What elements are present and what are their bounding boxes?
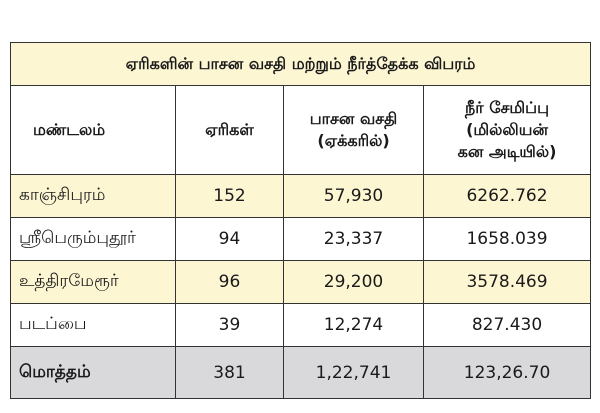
region-cell: காஞ்சிபுரம் xyxy=(10,174,176,218)
header-text: (மில்லியன் xyxy=(466,120,548,139)
total-value: 1,22,741 xyxy=(283,346,424,399)
data-row: ஸ்ரீபெரும்புதூர் 94 23,337 1658.039 xyxy=(10,217,592,261)
total-value: 123,26.70 xyxy=(422,346,592,399)
header-text: கன அடியில்) xyxy=(457,142,557,161)
header-cell: பாசன வசதி (ஏக்கரில்) xyxy=(283,85,424,175)
data-row: படப்பை 39 12,274 827.430 xyxy=(10,303,592,347)
header-cell: மண்டலம் xyxy=(10,85,176,175)
value-cell: 152 xyxy=(175,174,284,218)
value-cell: 94 xyxy=(175,217,284,261)
value-cell: 827.430 xyxy=(422,303,592,347)
value-cell: 57,930 xyxy=(283,174,424,218)
region-cell: உத்திரமேரூர் xyxy=(10,260,176,304)
header-cell: நீர் சேமிப்பு (மில்லியன் கன அடியில்) xyxy=(422,85,592,175)
header-cell: ஏரிகள் xyxy=(175,85,284,175)
total-value: 381 xyxy=(175,346,284,399)
title-row: ஏரிகளின் பாசன வசதி மற்றும் நீர்த்தேக்க வ… xyxy=(9,42,592,86)
value-cell: 12,274 xyxy=(283,303,424,347)
value-cell: 29,200 xyxy=(283,260,424,304)
header-row: மண்டலம் ஏரிகள் பாசன வசதி (ஏக்கரில்) நீர் சேம… xyxy=(10,85,592,175)
total-label: மொத்தம் xyxy=(10,346,176,399)
header-text: (ஏக்கரில்) xyxy=(317,131,390,150)
data-row: காஞ்சிபுரம் 152 57,930 6262.762 xyxy=(10,174,592,218)
value-cell: 39 xyxy=(175,303,284,347)
value-cell: 23,337 xyxy=(283,217,424,261)
region-cell: ஸ்ரீபெரும்புதூர் xyxy=(10,217,176,261)
value-cell: 3578.469 xyxy=(422,260,592,304)
header-text: மண்டலம் xyxy=(33,120,106,139)
value-cell: 1658.039 xyxy=(422,217,592,261)
header-text: நீர் சேமிப்பு xyxy=(465,98,549,117)
region-cell: படப்பை xyxy=(10,303,176,347)
data-row: உத்திரமேரூர் 96 29,200 3578.469 xyxy=(10,260,592,304)
table-title: ஏரிகளின் பாசன வசதி மற்றும் நீர்த்தேக்க வ… xyxy=(9,42,592,86)
value-cell: 96 xyxy=(175,260,284,304)
table: ஏரிகளின் பாசன வசதி மற்றும் நீர்த்தேக்க வ… xyxy=(9,42,592,399)
total-row: மொத்தம் 381 1,22,741 123,26.70 xyxy=(10,346,592,399)
table-container: ஏரிகளின் பாசன வசதி மற்றும் நீர்த்தேக்க வ… xyxy=(9,42,592,399)
header-text: ஏரிகள் xyxy=(205,120,254,139)
value-cell: 6262.762 xyxy=(422,174,592,218)
header-text: பாசன வசதி xyxy=(309,109,398,128)
